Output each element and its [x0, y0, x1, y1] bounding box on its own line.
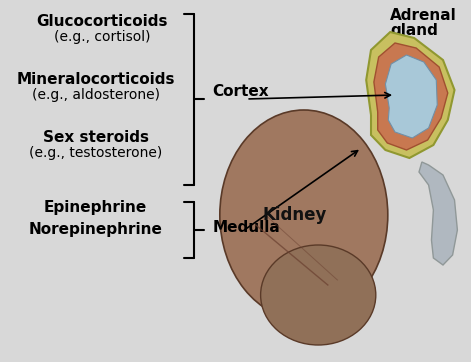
Text: (e.g., cortisol): (e.g., cortisol) [54, 30, 151, 44]
Text: Adrenal: Adrenal [390, 8, 457, 23]
Text: Norepinephrine: Norepinephrine [29, 222, 162, 237]
Ellipse shape [220, 110, 388, 320]
Text: Epinephrine: Epinephrine [44, 200, 147, 215]
Text: Glucocorticoids: Glucocorticoids [36, 14, 168, 29]
PathPatch shape [385, 55, 437, 138]
Text: Medulla: Medulla [212, 220, 280, 236]
PathPatch shape [366, 32, 455, 158]
Text: Cortex: Cortex [212, 84, 269, 100]
PathPatch shape [419, 162, 457, 265]
Text: (e.g., testosterone): (e.g., testosterone) [29, 146, 162, 160]
Ellipse shape [260, 245, 376, 345]
Text: (e.g., aldosterone): (e.g., aldosterone) [32, 88, 160, 102]
PathPatch shape [374, 43, 448, 150]
Text: Mineralocorticoids: Mineralocorticoids [16, 72, 175, 87]
Text: Sex steroids: Sex steroids [42, 130, 148, 145]
Text: Kidney: Kidney [262, 206, 326, 224]
Text: gland: gland [390, 23, 438, 38]
